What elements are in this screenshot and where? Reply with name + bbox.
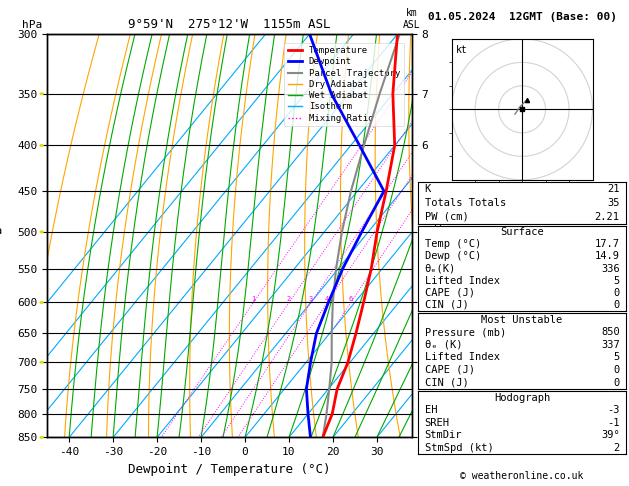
Y-axis label: hPa: hPa: [0, 226, 3, 236]
Text: 0: 0: [613, 365, 620, 375]
Text: 0: 0: [613, 288, 620, 298]
Text: Lifted Index: Lifted Index: [425, 276, 499, 286]
Text: Temp (°C): Temp (°C): [425, 239, 481, 249]
Legend: Temperature, Dewpoint, Parcel Trajectory, Dry Adiabat, Wet Adiabat, Isotherm, Mi: Temperature, Dewpoint, Parcel Trajectory…: [284, 43, 404, 126]
Y-axis label: Mixing Ratio (g/kg): Mixing Ratio (g/kg): [434, 180, 444, 292]
Text: kt: kt: [456, 45, 468, 55]
Text: CAPE (J): CAPE (J): [425, 288, 474, 298]
Text: θₑ(K): θₑ(K): [425, 263, 456, 274]
Text: Surface: Surface: [500, 227, 544, 237]
Text: PW (cm): PW (cm): [425, 212, 468, 222]
Text: CAPE (J): CAPE (J): [425, 365, 474, 375]
Text: km
ASL: km ASL: [403, 8, 421, 30]
Text: 39°: 39°: [601, 431, 620, 440]
Text: -1: -1: [607, 418, 620, 428]
Text: 336: 336: [601, 263, 620, 274]
Text: SREH: SREH: [425, 418, 450, 428]
Text: 850: 850: [601, 327, 620, 337]
Text: Most Unstable: Most Unstable: [481, 315, 563, 325]
Text: StmSpd (kt): StmSpd (kt): [425, 443, 493, 453]
X-axis label: Dewpoint / Temperature (°C): Dewpoint / Temperature (°C): [128, 463, 331, 476]
Text: © weatheronline.co.uk: © weatheronline.co.uk: [460, 471, 584, 481]
Text: 4: 4: [325, 296, 330, 302]
Text: Hodograph: Hodograph: [494, 393, 550, 402]
Text: 5: 5: [613, 352, 620, 363]
Text: 17.7: 17.7: [594, 239, 620, 249]
Text: 337: 337: [601, 340, 620, 350]
Text: 5: 5: [613, 276, 620, 286]
Text: 1: 1: [252, 296, 255, 302]
Text: Pressure (mb): Pressure (mb): [425, 327, 506, 337]
Text: 2.21: 2.21: [594, 212, 620, 222]
Text: K: K: [425, 184, 431, 194]
Text: 01.05.2024  12GMT (Base: 00): 01.05.2024 12GMT (Base: 00): [428, 12, 616, 22]
Text: 0: 0: [613, 300, 620, 310]
Text: Lifted Index: Lifted Index: [425, 352, 499, 363]
Text: CIN (J): CIN (J): [425, 378, 468, 387]
Text: Dewp (°C): Dewp (°C): [425, 251, 481, 261]
Text: 2: 2: [613, 443, 620, 453]
Text: 14.9: 14.9: [594, 251, 620, 261]
Text: 2: 2: [287, 296, 291, 302]
Text: Totals Totals: Totals Totals: [425, 198, 506, 208]
Title: 9°59'N  275°12'W  1155m ASL: 9°59'N 275°12'W 1155m ASL: [128, 18, 331, 32]
Text: θₑ (K): θₑ (K): [425, 340, 462, 350]
Text: 3: 3: [309, 296, 313, 302]
Text: EH: EH: [425, 405, 437, 415]
Text: -3: -3: [607, 405, 620, 415]
Text: LCL: LCL: [420, 433, 437, 442]
Text: StmDir: StmDir: [425, 431, 462, 440]
Text: CIN (J): CIN (J): [425, 300, 468, 310]
Text: 0: 0: [613, 378, 620, 387]
Text: 6: 6: [349, 296, 353, 302]
Text: hPa: hPa: [21, 20, 42, 30]
Text: 35: 35: [607, 198, 620, 208]
Text: 21: 21: [607, 184, 620, 194]
